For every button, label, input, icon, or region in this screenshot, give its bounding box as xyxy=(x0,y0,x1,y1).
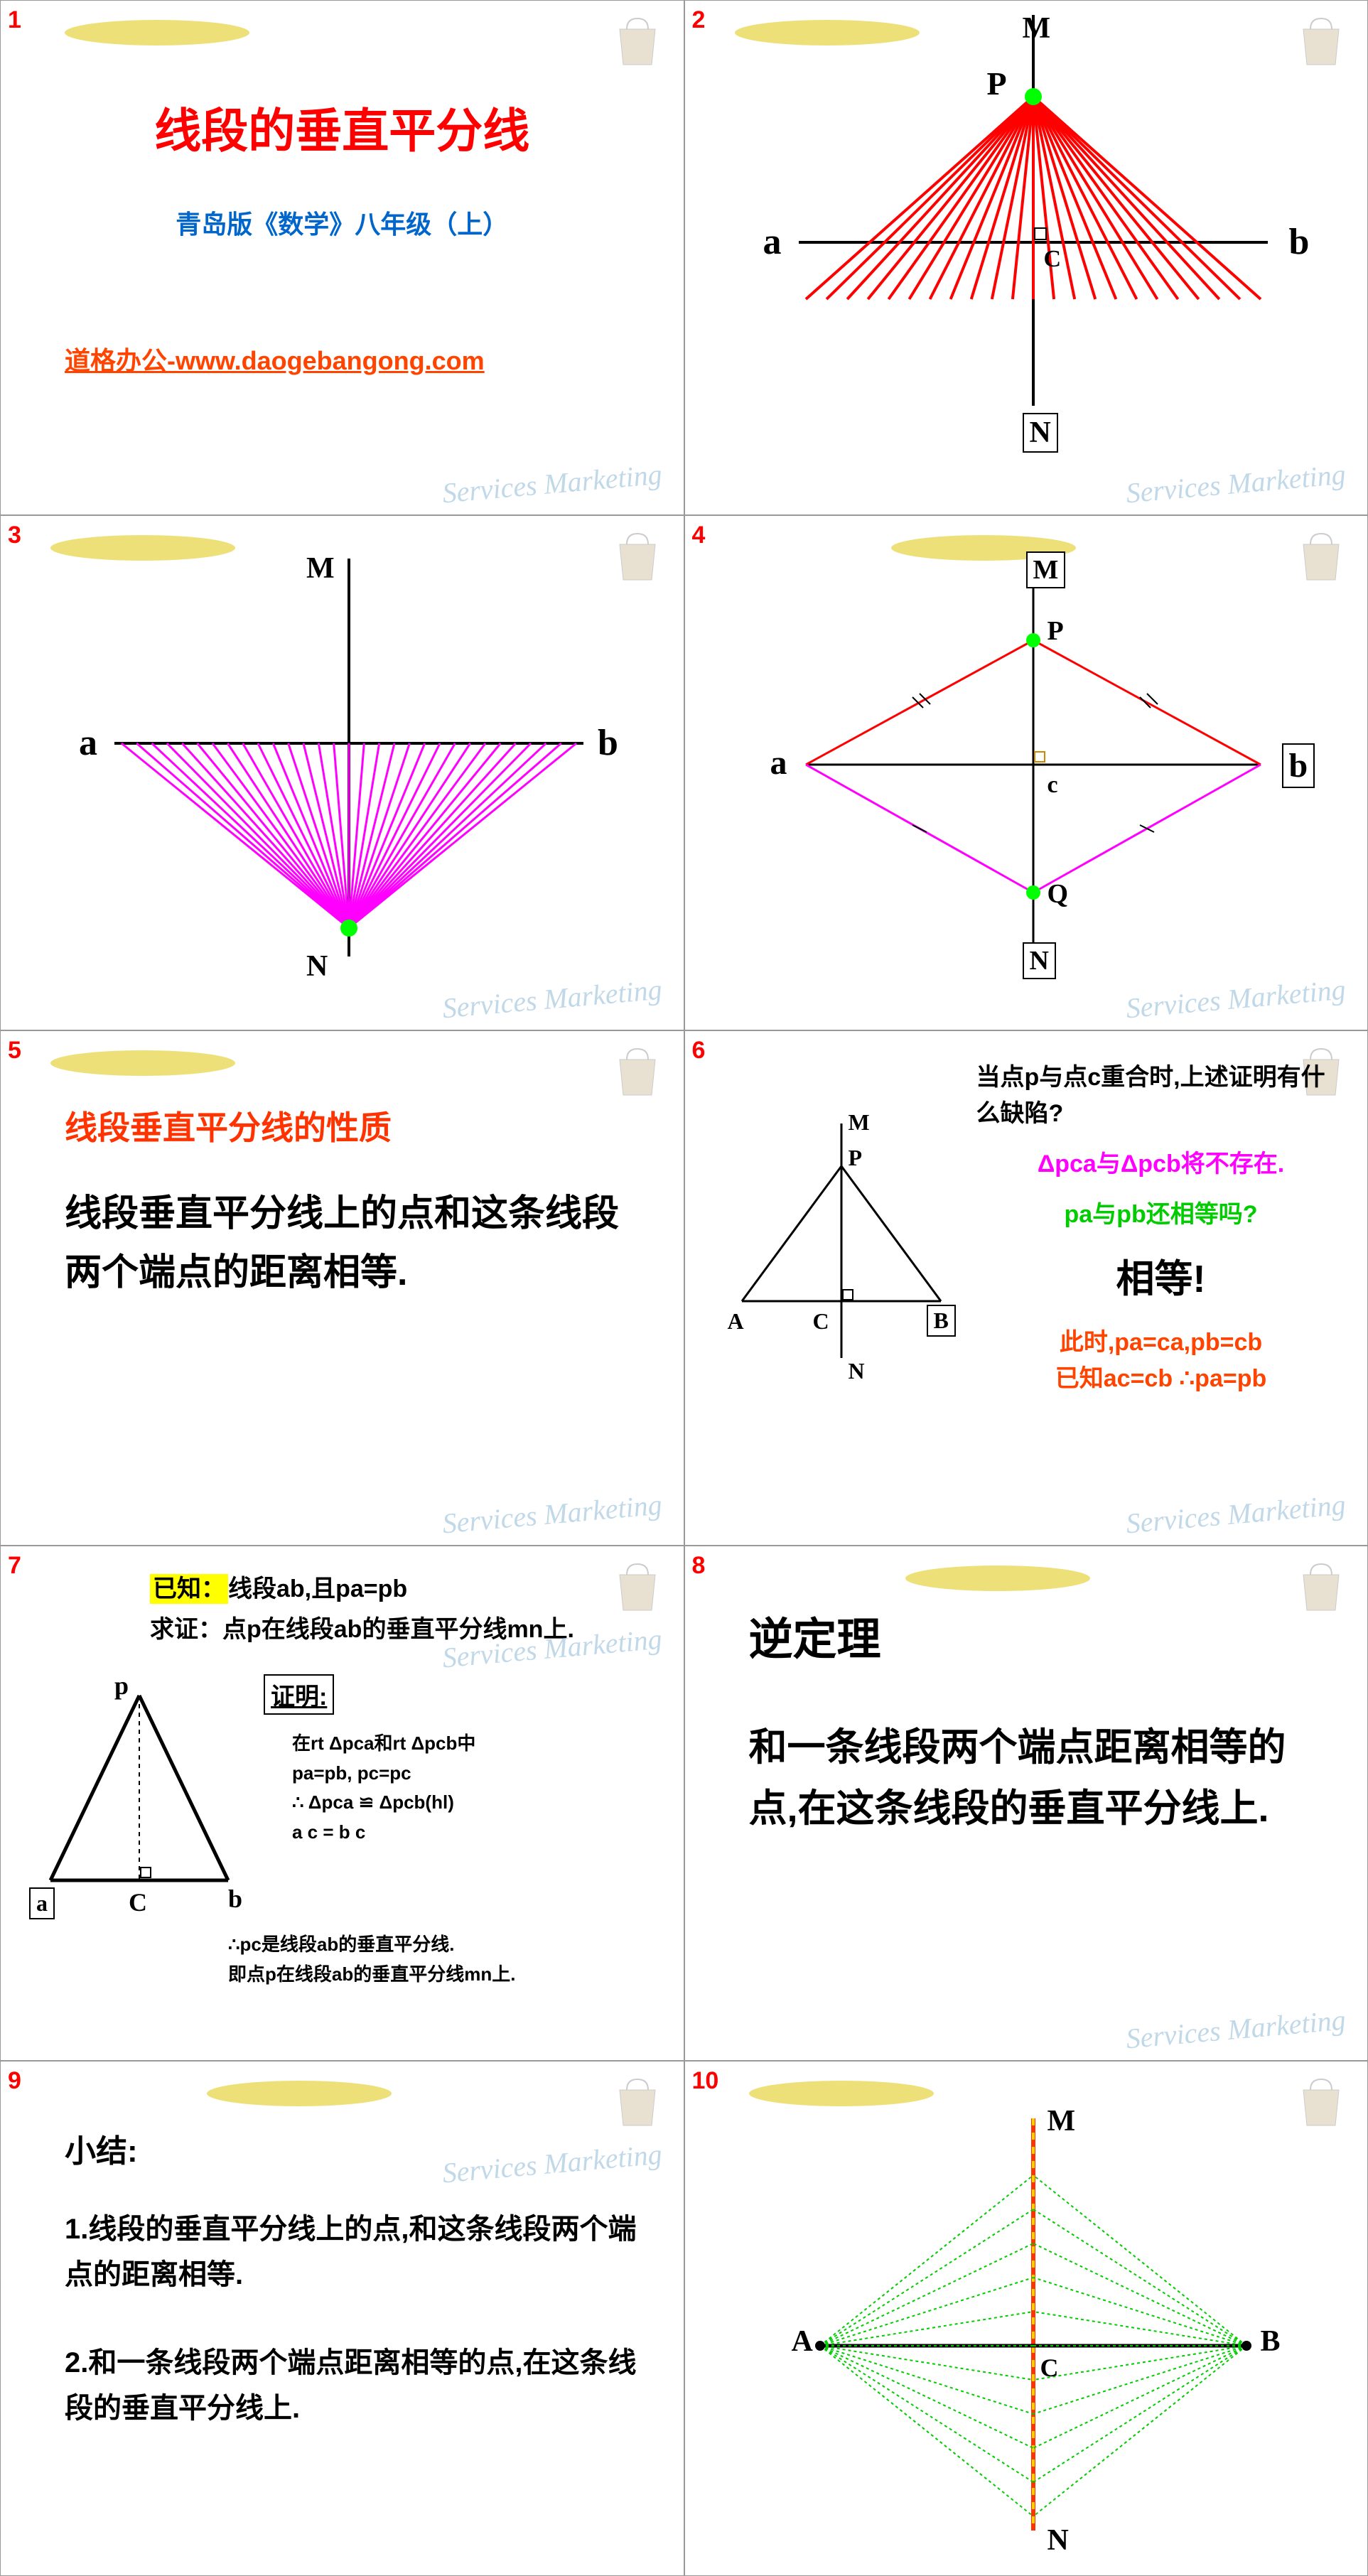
label-B: B xyxy=(927,1305,956,1337)
watermark: Services Marketing xyxy=(441,458,663,510)
label-P: P xyxy=(1047,615,1064,647)
answer-2: 相等! xyxy=(976,1247,1346,1303)
slide-6: 6 M P A C B N 当点p与点c重合时,上述证明有什么缺陷? Δpca与… xyxy=(684,1030,1368,1546)
section-heading: 逆定理 xyxy=(749,1603,1318,1667)
rhombus-diagram xyxy=(770,559,1296,985)
slide-number: 10 xyxy=(692,2067,719,2095)
slide-8: 8 逆定理 和一条线段两个端点距离相等的点,在这条线段的垂直平分线上. Serv… xyxy=(684,1546,1368,2061)
body-text: 线段垂直平分线上的点和这条线段两个端点的距离相等. xyxy=(65,1149,641,1303)
slide-number: 8 xyxy=(692,1552,706,1580)
label-b: b xyxy=(1282,743,1315,788)
label-a: a xyxy=(79,722,97,764)
label-b: b xyxy=(598,722,618,764)
label-N: N xyxy=(306,949,328,983)
bag-icon xyxy=(613,15,662,72)
label-C: C xyxy=(813,1308,829,1335)
label-M: M xyxy=(849,1109,870,1136)
label-A: A xyxy=(792,2324,813,2359)
bag-icon xyxy=(613,1045,662,1102)
triangle-proof xyxy=(22,1674,249,1916)
label-N: N xyxy=(849,1358,865,1384)
slide-9: 9 小结: 1.线段的垂直平分线上的点,和这条线段两个端点的距离相等. 2.和一… xyxy=(0,2061,684,2576)
slide-number: 4 xyxy=(692,522,706,549)
body-text: 和一条线段两个端点距离相等的点,在这条线段的垂直平分线上. xyxy=(749,1667,1318,1840)
label-P: P xyxy=(987,65,1007,102)
proof-line-2: pa=pb, pc=pc xyxy=(292,1759,662,1789)
question-1: 当点p与点c重合时,上述证明有什么缺陷? xyxy=(976,1060,1346,1132)
smudge-decoration xyxy=(58,15,257,50)
section-heading: 线段垂直平分线的性质 xyxy=(65,1102,641,1149)
bag-icon xyxy=(1296,1561,1346,1617)
proof-line-1: 在rt Δpca和rt Δpcb中 xyxy=(292,1729,662,1759)
label-C: C xyxy=(1044,246,1062,273)
smudge-decoration xyxy=(200,2076,399,2111)
label-N: N xyxy=(1023,942,1056,979)
slide-number: 1 xyxy=(8,6,21,34)
slide-number: 3 xyxy=(8,522,21,549)
slide-number: 5 xyxy=(8,1037,21,1065)
label-a: a xyxy=(770,743,787,782)
watermark: Services Marketing xyxy=(1125,1488,1347,1541)
slide-number: 2 xyxy=(692,6,706,34)
label-b: b xyxy=(228,1884,242,1914)
label-C: C xyxy=(1040,2353,1059,2383)
slide-2: 2 M P a b C N Services Marketing xyxy=(684,0,1368,515)
label-N: N xyxy=(1023,413,1058,453)
watermark: Services Marketing xyxy=(441,1488,663,1541)
label-b: b xyxy=(1289,221,1310,263)
label-M: M xyxy=(1023,11,1051,45)
proof-line-3: ∴ Δpca ≌ Δpcb(hl) xyxy=(292,1788,662,1818)
main-title: 线段的垂直平分线 xyxy=(1,93,684,161)
slide-number: 6 xyxy=(692,1037,706,1065)
label-M: M xyxy=(306,551,335,586)
bag-icon xyxy=(1296,2076,1346,2133)
smudge-decoration xyxy=(43,1045,242,1081)
label-C: C xyxy=(129,1887,147,1917)
label-P: P xyxy=(849,1145,863,1171)
subtitle: 青岛版《数学》八年级（上） xyxy=(1,204,684,241)
slide-5: 5 线段垂直平分线的性质 线段垂直平分线上的点和这条线段两个端点的距离相等. S… xyxy=(0,1030,684,1546)
question-2: pa与pb还相等吗? xyxy=(976,1197,1346,1233)
slide-7: 7 已知：已知：线段ab,且pa=pb线段ab,且pa=pb 求证：点p在线段a… xyxy=(0,1546,684,2061)
answer-1: Δpca与Δpcb将不存在. xyxy=(976,1146,1346,1182)
conclusion-1: 此时,pa=ca,pb=cb xyxy=(976,1325,1346,1361)
label-A: A xyxy=(728,1308,744,1335)
label-a: a xyxy=(29,1887,55,1919)
slide-4: 4 M P a b c Q N Services Marketing xyxy=(684,515,1368,1030)
slide-1: 1 线段的垂直平分线 青岛版《数学》八年级（上） 道格办公-www.daogeb… xyxy=(0,0,684,515)
given-label: 已知： xyxy=(150,1574,228,1604)
conclusion-2: 已知ac=cb ∴pa=pb xyxy=(976,1361,1346,1397)
label-M: M xyxy=(1026,551,1066,588)
green-fan-diagram xyxy=(770,2104,1296,2545)
watermark: Services Marketing xyxy=(1125,2003,1347,2056)
slide-number: 9 xyxy=(8,2067,21,2095)
slide-3: 3 M a b N Services Marketing xyxy=(0,515,684,1030)
bag-icon xyxy=(1296,530,1346,587)
proof-line-6: 即点p在线段ab的垂直平分线mn上. xyxy=(228,1960,655,1990)
label-Q: Q xyxy=(1047,878,1069,910)
bag-icon xyxy=(613,2076,662,2133)
label-B: B xyxy=(1261,2324,1281,2359)
summary-item-1: 1.线段的垂直平分线上的点,和这条线段两个端点的距离相等. xyxy=(65,2206,641,2297)
slide-10: 10 M A B C N xyxy=(684,2061,1368,2576)
label-N: N xyxy=(1047,2523,1069,2558)
link-text: 道格办公-www.daogebangong.com xyxy=(65,340,684,377)
triangle-diagram xyxy=(721,1116,962,1386)
smudge-decoration xyxy=(898,1561,1097,1596)
label-c: c xyxy=(1047,772,1058,799)
proof-line-5: ∴pc是线段ab的垂直平分线. xyxy=(228,1930,655,1960)
label-M: M xyxy=(1047,2104,1076,2138)
slide-number: 7 xyxy=(8,1552,21,1580)
fan-diagram-bottom xyxy=(72,559,626,999)
summary-item-2: 2.和一条线段两个端点距离相等的点,在这条线段的垂直平分线上. xyxy=(65,2340,641,2431)
proof-label: 证明: xyxy=(264,1674,334,1715)
label-a: a xyxy=(763,221,782,263)
proof-line-4: a c = b c xyxy=(292,1818,662,1848)
label-p: p xyxy=(114,1671,129,1701)
